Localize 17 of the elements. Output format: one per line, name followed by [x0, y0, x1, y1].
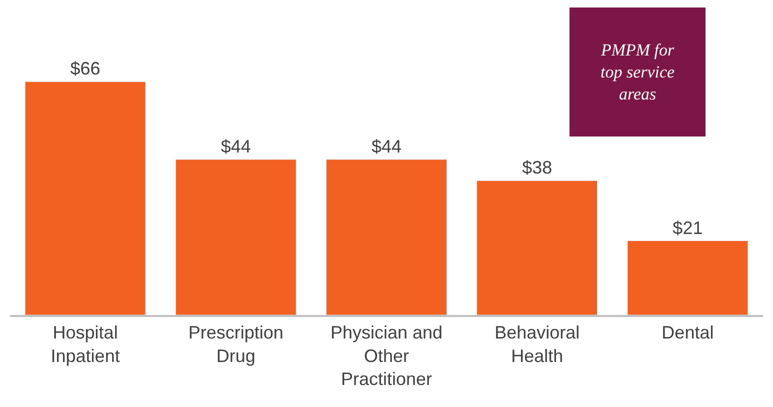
x-tick-label: Physician and Other Practitioner — [330, 322, 443, 390]
data-label: $66 — [70, 58, 100, 79]
bar — [175, 159, 296, 315]
data-label: $44 — [371, 136, 402, 156]
bar — [476, 180, 598, 315]
bar — [627, 240, 748, 315]
x-tick-label: Hospital Inpatient — [50, 322, 120, 366]
bar — [326, 159, 447, 315]
annotation: PMPM for top service areas — [600, 40, 676, 104]
x-tick-label: Dental — [662, 322, 714, 342]
x-tick-label: Prescription Drug — [188, 322, 284, 366]
note-box: PMPM for top service areas — [570, 8, 706, 136]
data-label: $44 — [220, 136, 251, 156]
data-label: $21 — [672, 218, 703, 238]
data-label: $38 — [522, 158, 552, 178]
bar — [24, 81, 146, 315]
x-tick-label: Behavioral Health — [494, 322, 580, 366]
